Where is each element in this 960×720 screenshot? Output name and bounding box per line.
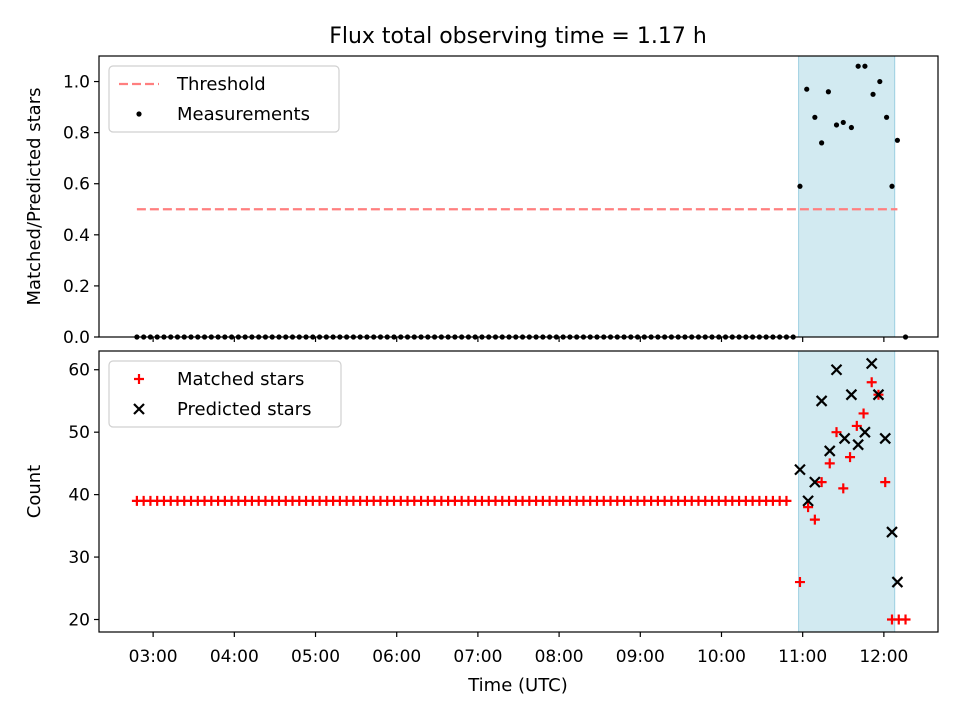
data-point [851,420,862,431]
data-point [865,357,878,370]
data-point [809,476,821,488]
series-matched-stars [131,377,911,625]
axes-frame [98,55,939,338]
data-point [883,114,890,120]
legend-label: Matched stars [177,369,304,390]
data-point [862,63,868,69]
data-point [815,395,828,407]
legend-box [108,360,342,428]
data-point [819,140,825,146]
data-point [830,363,843,376]
data-point [812,114,818,120]
data-point [852,438,864,451]
y-tick-label: 0.8 [63,124,90,144]
legend-entry: Predicted stars [133,399,311,420]
data-point [824,458,835,469]
x-tick-label: 08:00 [535,647,584,667]
bottom-x-axis-label: Time (UTC) [467,675,568,696]
data-point [877,78,883,85]
data-point [802,495,814,507]
x-tick-label: 10:00 [697,647,746,667]
legend: Matched stars Predicted stars [108,360,342,428]
data-point [794,463,806,476]
data-point [797,183,803,189]
data-point [804,86,810,92]
y-tick-label: 0.6 [63,175,90,195]
x-tick-label: 09:00 [616,647,665,667]
legend-label: Measurements [177,104,310,125]
y-tick-label: 30 [68,548,90,568]
highlight-span [798,55,896,338]
data-point [872,388,885,401]
data-point [838,483,849,494]
legend-box [108,65,340,133]
count-plot: 20 30 40 50 60 03:00 04:00 05:00 06:00 07:00 08:00… [24,350,939,667]
data-point [845,388,858,401]
data-point [825,89,831,95]
y-tick-label: 0.0 [63,328,90,348]
data-point [879,432,892,445]
x-tick-label: 03:00 [129,647,178,667]
y-axis-label: Count [24,465,45,518]
data-point [816,477,827,488]
data-point [889,183,895,189]
y-tick-label: 40 [68,486,90,506]
data-point [891,576,904,588]
data-point [809,514,820,525]
data-point [886,526,898,538]
data-point [823,445,836,457]
y-tick-label: 1.0 [63,73,90,93]
data-point [845,452,856,463]
data-point [855,63,861,69]
data-point [781,495,792,506]
legend-label: Threshold [176,74,266,95]
y-tick-label: 0.4 [63,226,90,246]
ratio-plot: 0.0 0.2 0.4 0.6 0.8 1.0 Matched/Predicted star… [24,55,939,348]
data-point [803,502,814,513]
series-predicted-stars [794,357,904,588]
axes-frame [98,350,939,633]
legend-marker-swatch [133,403,145,415]
legend-entry: Measurements [136,104,310,125]
legend-marker-swatch [134,374,144,384]
x-tick-label: 06:00 [372,647,421,667]
y-tick-label: 50 [68,423,90,443]
data-point [866,377,877,388]
y-tick-label: 20 [68,611,90,631]
legend: Threshold Measurements [108,65,340,133]
y-tick-label: 60 [68,361,90,381]
data-point [838,432,851,445]
series-measurements [134,63,909,340]
data-point [840,119,846,126]
y-axis-label: Matched/Predicted stars [24,88,45,306]
x-tick-label: 07:00 [453,647,502,667]
legend-marker-swatch [136,111,142,117]
data-point [848,124,854,131]
data-point [870,91,876,97]
x-tick-label: 12:00 [859,647,908,667]
data-point [859,426,871,438]
chart-title: Flux total observing time = 1.17 h [329,24,707,49]
data-point [794,577,805,588]
data-point [858,408,869,419]
data-point [900,614,911,625]
y-tick-label: 0.2 [63,277,90,297]
legend-entry: Threshold [119,74,266,95]
data-point [831,427,842,438]
data-point [833,122,840,128]
x-tick-label: 05:00 [291,647,340,667]
legend-entry: Matched stars [134,369,304,390]
x-tick-label: 11:00 [778,647,827,667]
legend-label: Predicted stars [177,399,311,420]
x-tick-label: 04:00 [210,647,259,667]
data-point [894,137,901,143]
data-point [880,477,891,488]
